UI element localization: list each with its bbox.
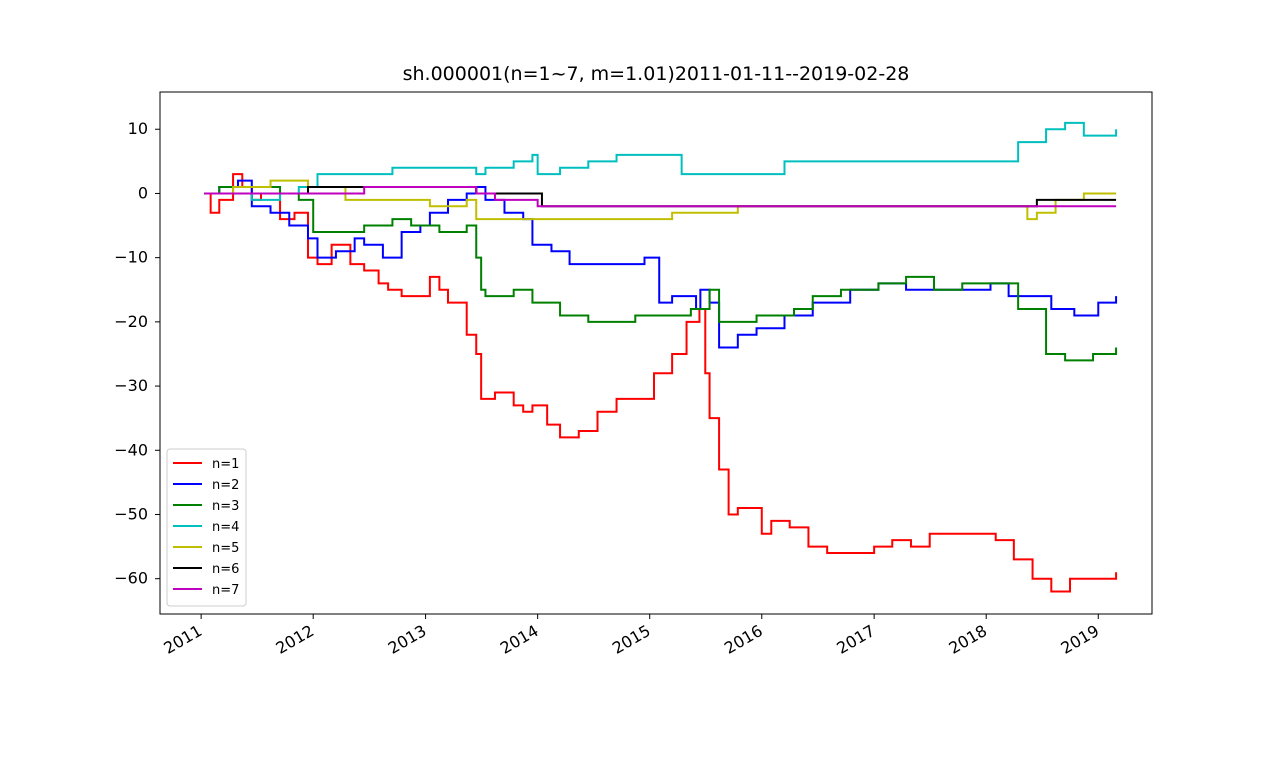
legend-label: n=4 (212, 520, 239, 535)
y-tick-label: −60 (114, 569, 148, 588)
y-tick-label: −10 (114, 248, 148, 267)
y-tick-label: 0 (138, 183, 148, 202)
series-line-n-6 (204, 186, 1117, 208)
x-tick-label: 2016 (721, 621, 766, 658)
y-tick-label: −50 (114, 504, 148, 523)
x-tick-label: 2014 (497, 621, 542, 658)
y-tick-label: 10 (128, 119, 148, 138)
x-tick-label: 2013 (385, 621, 430, 658)
x-tick-label: 2019 (1058, 621, 1103, 658)
y-tick-label: −20 (114, 312, 148, 331)
series-line-n-4 (204, 121, 1118, 201)
x-tick-label: 2015 (609, 621, 654, 658)
series-line-n-2 (204, 179, 1118, 349)
y-tick-label: −30 (114, 376, 148, 395)
legend-label: n=5 (212, 541, 239, 556)
series-line-n-3 (204, 186, 1118, 362)
series-line-n-1 (204, 173, 1118, 593)
legend-label: n=3 (212, 499, 239, 514)
y-tick-label: −40 (114, 440, 148, 459)
legend-label: n=6 (212, 562, 239, 577)
x-tick-label: 2011 (160, 621, 205, 658)
legend-label: n=2 (212, 478, 239, 493)
series-layer (204, 121, 1118, 593)
plot-frame (159, 91, 1153, 615)
chart-title: sh.000001(n=1~7, m=1.01)2011-01-11--2019… (403, 63, 910, 85)
x-tick-label: 2018 (945, 621, 990, 658)
legend-label: n=1 (212, 457, 239, 472)
x-tick-label: 2012 (272, 621, 317, 658)
series-line-n-7 (204, 186, 1117, 208)
legend-box (166, 448, 247, 607)
legend-label: n=7 (212, 583, 239, 598)
legend: n=1 n=2 n=3 n=4 n=5 n=6 n=7 (166, 448, 247, 607)
x-tick-label: 2017 (833, 621, 878, 658)
